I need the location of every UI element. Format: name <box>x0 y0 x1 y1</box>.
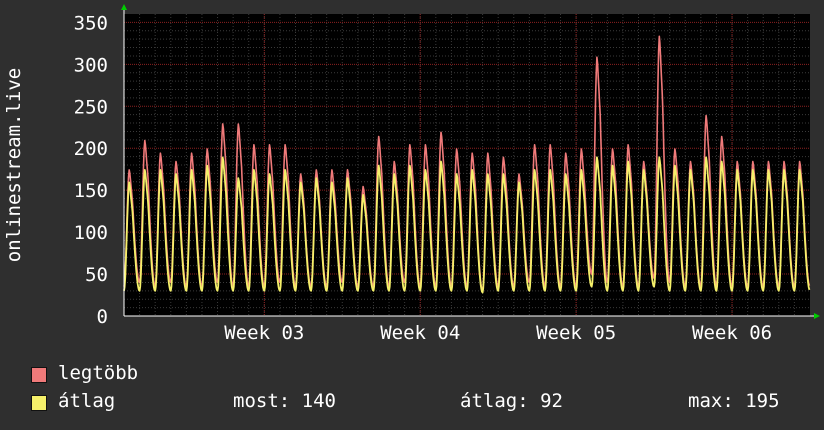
y-axis-label: onlinestream.live <box>3 68 25 262</box>
series-lines <box>123 35 811 294</box>
y-tick-label: 200 <box>74 138 108 160</box>
legend-label-max: legtöbb <box>58 362 139 384</box>
y-tick-label: 150 <box>74 180 108 202</box>
legend-swatch-max <box>31 367 47 383</box>
y-tick-label: 300 <box>74 54 108 76</box>
y-axis-arrow-icon <box>121 4 127 10</box>
y-tick-label: 0 <box>97 306 108 328</box>
y-tick-label: 350 <box>74 12 108 34</box>
y-axis-ticks: 0 50 100 150 200 250 300 350 <box>74 12 108 328</box>
series-line-avg <box>123 156 811 294</box>
axes <box>121 4 820 319</box>
y-tick-label: 100 <box>74 222 108 244</box>
y-tick-label: 250 <box>74 96 108 118</box>
x-tick-label: Week 05 <box>536 322 616 344</box>
x-tick-label: Week 06 <box>692 322 772 344</box>
legend-swatch-avg <box>31 395 47 411</box>
stat-maximum: max: 195 <box>688 390 780 412</box>
x-axis-arrow-icon <box>814 313 820 319</box>
stat-average: átlag: 92 <box>460 390 563 412</box>
x-tick-label: Week 03 <box>224 322 304 344</box>
y-tick-label: 50 <box>85 264 108 286</box>
x-tick-label: Week 04 <box>380 322 460 344</box>
legend-label-avg: átlag <box>58 390 116 412</box>
x-axis-ticks: Week 03 Week 04 Week 05 Week 06 <box>224 322 772 344</box>
stat-current: most: 140 <box>233 390 336 412</box>
